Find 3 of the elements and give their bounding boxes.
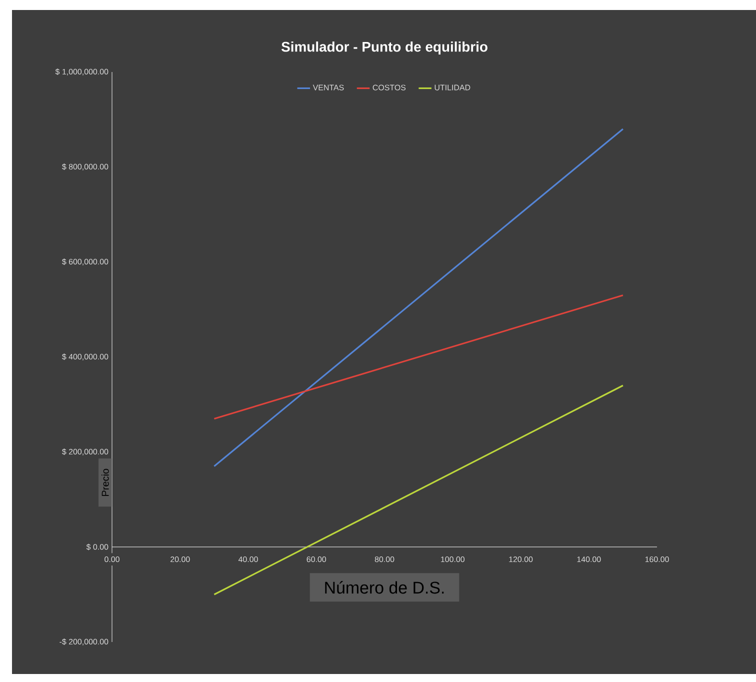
y-axis-title: Precio [102, 468, 109, 496]
x-axis-title: Número de D.S. [325, 581, 444, 594]
chart-title: Simulador - Punto de equilibrio [281, 42, 488, 55]
